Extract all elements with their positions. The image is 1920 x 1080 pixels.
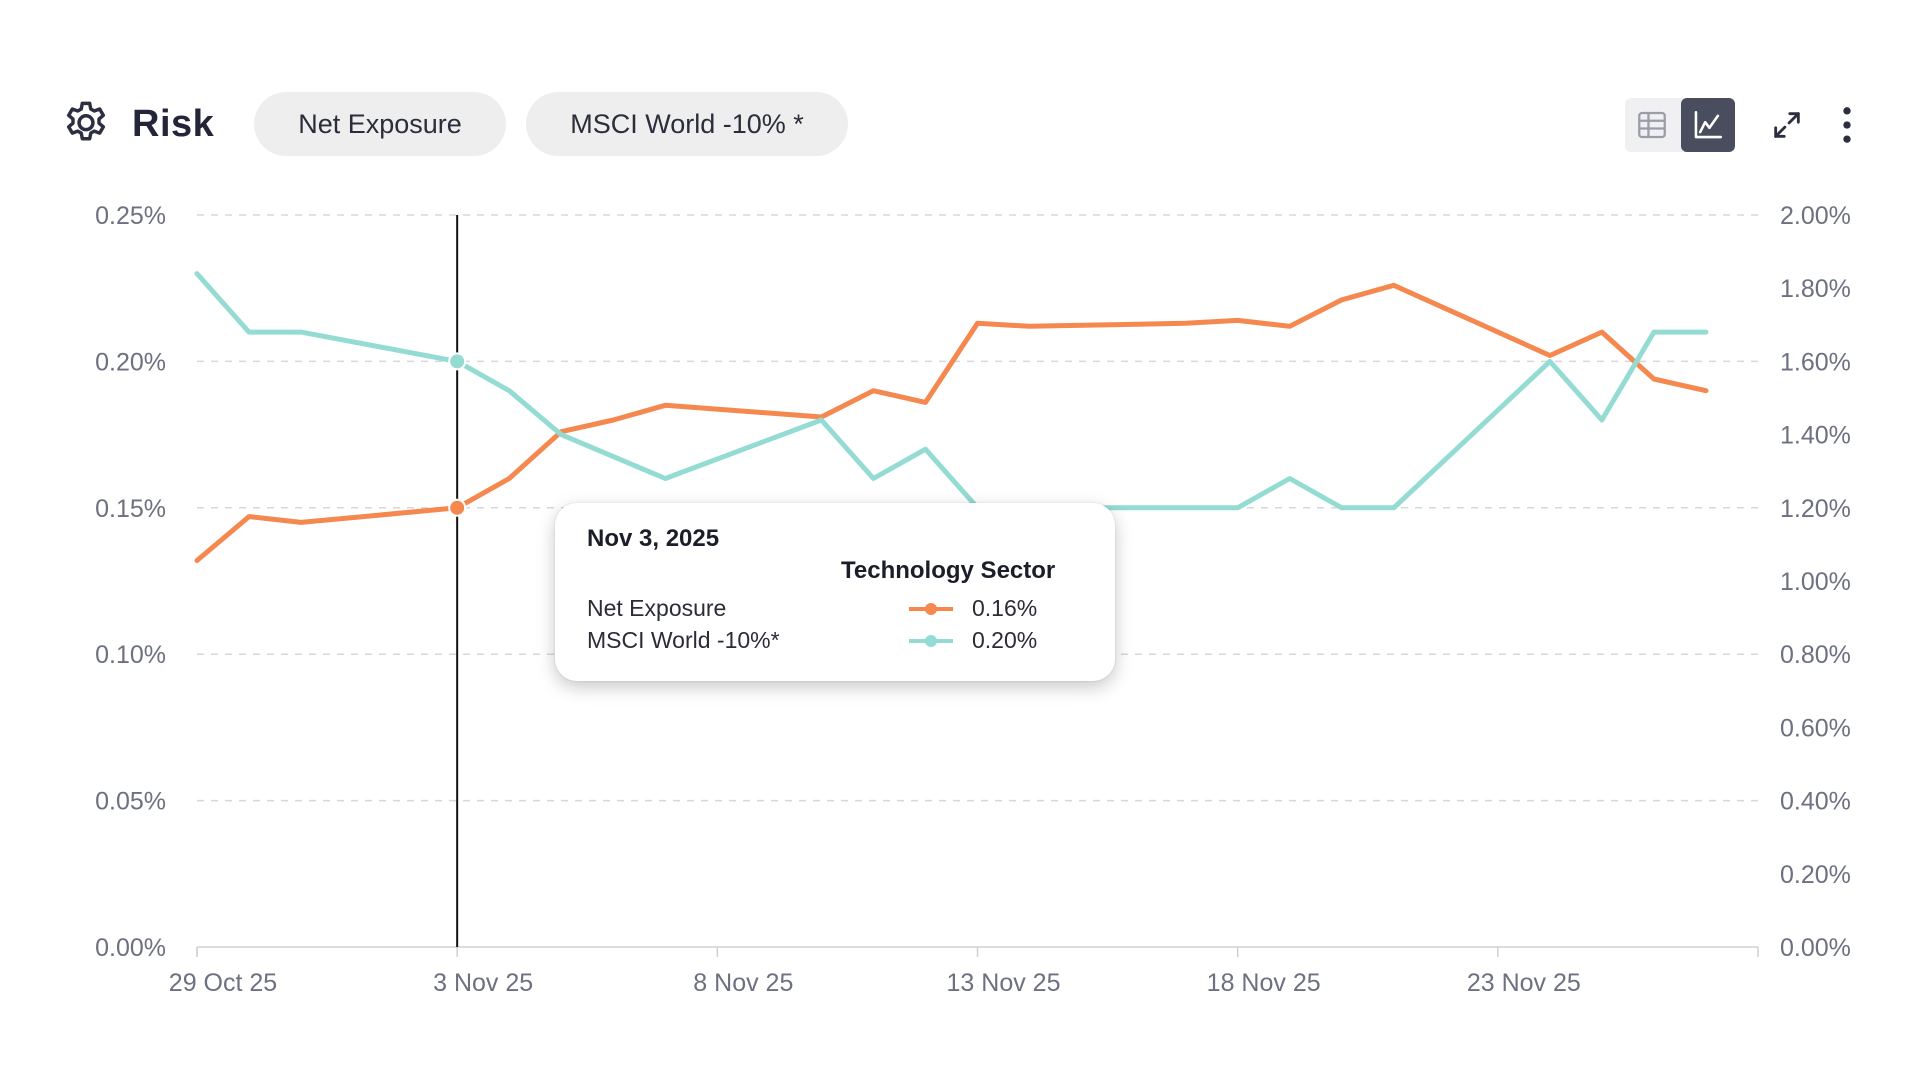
gear-icon[interactable]: [60, 98, 112, 150]
series-lines: [194, 271, 1709, 563]
y-right-tick-label: 1.00%: [1780, 568, 1851, 596]
tooltip-date: Nov 3, 2025: [587, 525, 720, 552]
y-right-tick-label: 1.20%: [1780, 495, 1851, 523]
tooltip-series-value: 0.20%: [972, 627, 1038, 653]
series-swatch-net-exposure: [909, 603, 953, 615]
hover-indicator: [448, 215, 467, 947]
chart-header: Risk Net Exposure MSCI World -10% *: [60, 88, 1860, 162]
x-tick-label: 18 Nov 25: [1207, 969, 1321, 997]
expand-icon: [1774, 112, 1800, 138]
pill-label: MSCI World -10% *: [570, 108, 804, 139]
y-right-tick-label: 0.40%: [1780, 788, 1851, 816]
more-vertical-icon: [1843, 107, 1851, 143]
table-view-button[interactable]: [1625, 98, 1679, 152]
hover-point: [448, 352, 467, 371]
series-line-1: [194, 271, 1709, 511]
y-right-tick-label: 1.40%: [1780, 422, 1851, 450]
y-right-tick-label: 0.00%: [1780, 934, 1851, 962]
y-left-tick-label: 0.15%: [95, 495, 166, 523]
y-left-tick-label: 0.20%: [95, 348, 166, 376]
y-right-tick-label: 1.60%: [1780, 348, 1851, 376]
left-y-axis: 0.00% 0.05% 0.10% 0.15% 0.20% 0.25%: [95, 202, 166, 962]
y-left-tick-label: 0.10%: [95, 641, 166, 669]
y-right-tick-label: 0.20%: [1780, 861, 1851, 889]
y-right-tick-label: 0.80%: [1780, 641, 1851, 669]
y-right-tick-label: 1.80%: [1780, 275, 1851, 303]
title-group: Risk: [60, 94, 214, 154]
tooltip-row-msci: MSCI World -10%* 0.20%: [587, 627, 1087, 657]
series-line-0: [194, 282, 1709, 563]
x-tick-label: 8 Nov 25: [693, 969, 793, 997]
y-right-tick-label: 2.00%: [1780, 202, 1851, 230]
tooltip-series-name: Net Exposure: [587, 595, 727, 621]
x-tick-label: 29 Oct 25: [169, 969, 277, 997]
hover-point: [448, 498, 467, 517]
x-tick-label: 13 Nov 25: [947, 969, 1061, 997]
x-tick-label: 3 Nov 25: [433, 969, 533, 997]
chart-title: Risk: [132, 102, 215, 145]
pill-label: Net Exposure: [298, 108, 462, 139]
tooltip-group-title: Technology Sector: [841, 557, 1056, 584]
view-toggle: [1625, 98, 1735, 152]
chart-tooltip: Nov 3, 2025 Technology Sector Net Exposu…: [555, 503, 1115, 681]
chart-view-button[interactable]: [1681, 98, 1735, 152]
x-axis: 29 Oct 25 3 Nov 25 8 Nov 25 13 Nov 25 18 Nov…: [169, 946, 1759, 997]
series-filter-net-exposure[interactable]: Net Exposure: [254, 92, 506, 156]
line-chart-icon: [1694, 110, 1723, 139]
y-left-tick-label: 0.25%: [95, 202, 166, 230]
table-icon: [1638, 111, 1666, 139]
tooltip-row-net-exposure: Net Exposure 0.16%: [587, 595, 1087, 625]
tooltip-series-name: MSCI World -10%*: [587, 627, 780, 653]
y-right-tick-label: 0.60%: [1780, 714, 1851, 742]
series-filter-msci-world[interactable]: MSCI World -10% *: [526, 92, 848, 156]
expand-button[interactable]: [1760, 98, 1814, 152]
y-left-tick-label: 0.00%: [95, 934, 166, 962]
tooltip-series-value: 0.16%: [972, 595, 1038, 621]
y-left-tick-label: 0.05%: [95, 788, 166, 816]
more-options-button[interactable]: [1820, 98, 1874, 152]
series-swatch-msci: [909, 635, 953, 647]
right-y-axis: 0.00% 0.20% 0.40% 0.60% 0.80% 1.00% 1.20% 1.40%…: [1780, 202, 1851, 962]
x-tick-label: 23 Nov 25: [1467, 969, 1581, 997]
